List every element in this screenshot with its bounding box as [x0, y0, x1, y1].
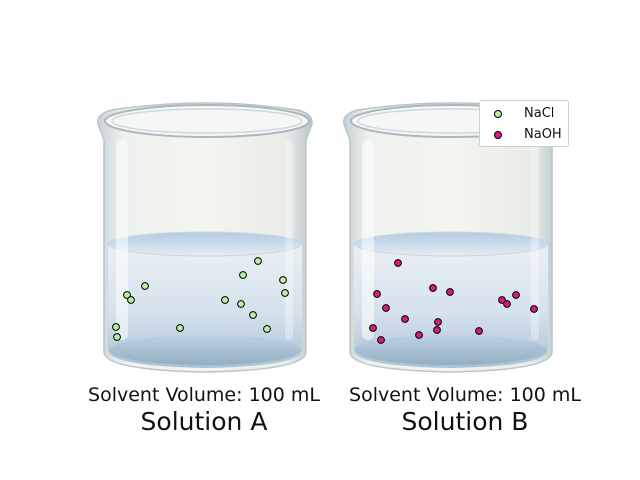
beaker-liquid-bottom: [109, 335, 301, 365]
nacl-particle: [281, 289, 289, 297]
naoh-particle: [446, 288, 454, 296]
beaker-rim: [104, 104, 310, 138]
nacl-particle: [239, 271, 247, 279]
naoh-particle: [373, 290, 381, 298]
naoh-particle: [382, 304, 390, 312]
nacl-particle: [263, 325, 271, 333]
nacl-particle: [254, 257, 262, 265]
beaker-a: [97, 102, 313, 373]
naoh-particles: [369, 259, 538, 344]
nacl-marker-icon: [494, 110, 502, 118]
nacl-particles: [112, 257, 289, 341]
beaker-liquid: [354, 244, 548, 368]
naoh-particle: [503, 300, 511, 308]
naoh-particle: [429, 284, 437, 292]
beaker-liquid-bottom: [355, 335, 547, 365]
nacl-particle: [279, 276, 287, 284]
nacl-particle: [141, 282, 149, 290]
solution-b-volume-label: Solvent Volume: 100 mL: [349, 384, 581, 406]
naoh-particle: [377, 336, 385, 344]
naoh-particle: [475, 327, 483, 335]
legend-item-nacl: NaCl: [480, 104, 568, 124]
naoh-particle: [415, 331, 423, 339]
nacl-particle: [237, 300, 245, 308]
naoh-particle: [434, 318, 442, 326]
legend-label: NaCl: [524, 106, 555, 121]
nacl-particle: [176, 324, 184, 332]
solution-a-title: Solution A: [140, 407, 268, 436]
legend-item-naoh: NaOH: [480, 125, 568, 145]
naoh-particle: [530, 305, 538, 313]
legend-label: NaOH: [524, 127, 562, 142]
nacl-particle: [123, 291, 131, 299]
nacl-particle: [127, 296, 135, 304]
naoh-particle: [433, 326, 441, 334]
naoh-particle: [394, 259, 402, 267]
nacl-particle: [221, 296, 229, 304]
naoh-particle: [401, 315, 409, 323]
nacl-particle: [113, 333, 121, 341]
legend: NaCl NaOH: [479, 100, 569, 147]
solution-a-volume-label: Solvent Volume: 100 mL: [88, 384, 320, 406]
solution-b-title: Solution B: [401, 407, 529, 436]
naoh-particle: [512, 291, 520, 299]
nacl-particle: [112, 323, 120, 331]
beaker-liquid-surface: [353, 231, 549, 257]
naoh-particle: [369, 324, 377, 332]
nacl-particle: [249, 311, 257, 319]
beaker-liquid-surface: [107, 231, 303, 257]
naoh-marker-icon: [494, 131, 502, 139]
beaker-liquid: [108, 244, 302, 368]
naoh-particle: [498, 296, 506, 304]
